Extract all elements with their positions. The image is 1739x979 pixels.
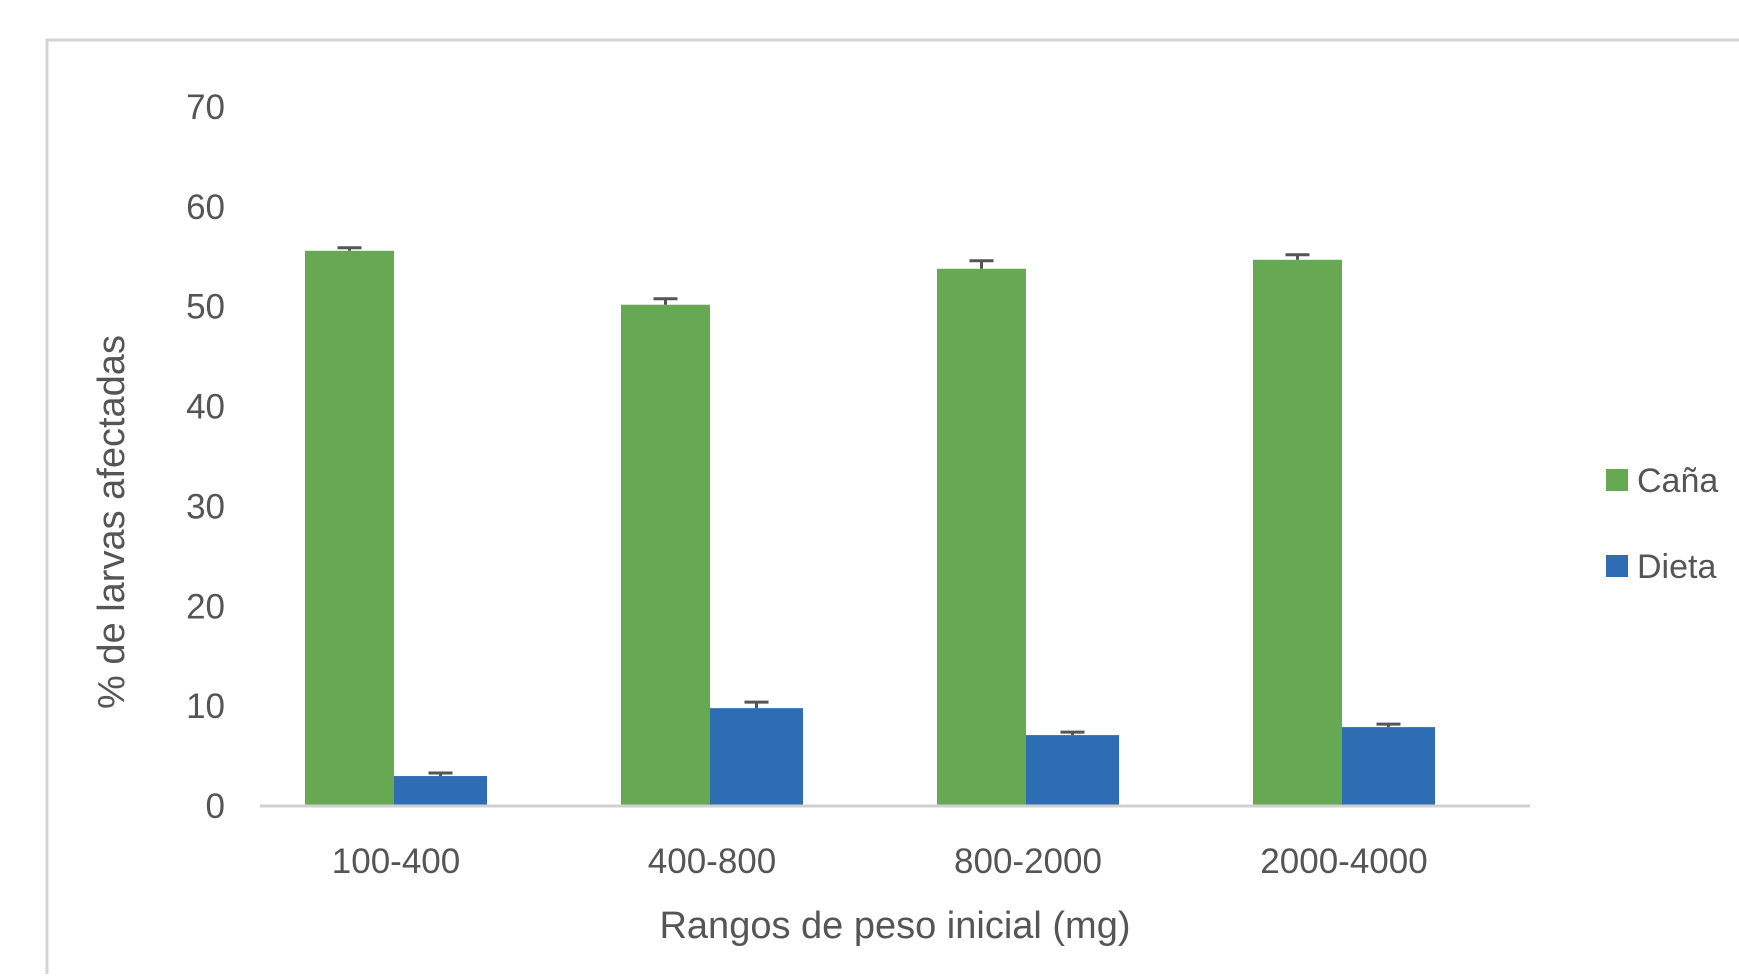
y-tick-label: 0 xyxy=(206,787,225,826)
bar-dieta-400-800 xyxy=(710,708,803,806)
bar-ca-a-400-800 xyxy=(621,304,710,806)
y-tick-label: 20 xyxy=(186,587,225,626)
x-tick-label: 100-400 xyxy=(332,842,460,881)
bar-ca-a-800-2000 xyxy=(937,268,1026,807)
y-tick-label: 60 xyxy=(186,188,225,227)
chart-border xyxy=(45,38,1739,974)
y-axis-title: % de larvas afectadas xyxy=(91,335,133,709)
x-tick-label: 800-2000 xyxy=(954,842,1102,881)
bar-dieta-2000-4000 xyxy=(1342,727,1435,806)
bar-ca-a-2000-4000 xyxy=(1253,259,1342,806)
x-tick-label: 400-800 xyxy=(648,842,776,881)
legend-swatch-dieta xyxy=(1606,555,1628,577)
y-axis-ticks: 0 10 20 30 40 50 60 70 xyxy=(186,88,225,826)
error-bars xyxy=(337,246,1401,777)
x-axis-title: Rangos de peso inicial (mg) xyxy=(659,905,1130,947)
legend-swatch-ca-a xyxy=(1606,469,1628,491)
legend-label: Caña xyxy=(1637,462,1718,500)
x-axis-ticks: 100-400 400-800 800-2000 2000-4000 xyxy=(332,842,1428,881)
y-tick-label: 50 xyxy=(186,288,225,327)
y-tick-label: 30 xyxy=(186,487,225,526)
bar-dieta-800-2000 xyxy=(1026,735,1119,806)
y-tick-label: 10 xyxy=(186,687,225,726)
bars xyxy=(305,250,1435,807)
y-tick-label: 70 xyxy=(186,88,225,127)
legend-label: Dieta xyxy=(1637,548,1716,586)
legend: Caña Dieta xyxy=(1606,462,1718,586)
bar-ca-a-100-400 xyxy=(305,250,394,806)
bar-dieta-100-400 xyxy=(394,776,487,806)
y-tick-label: 40 xyxy=(186,388,225,427)
x-tick-label: 2000-4000 xyxy=(1260,842,1427,881)
